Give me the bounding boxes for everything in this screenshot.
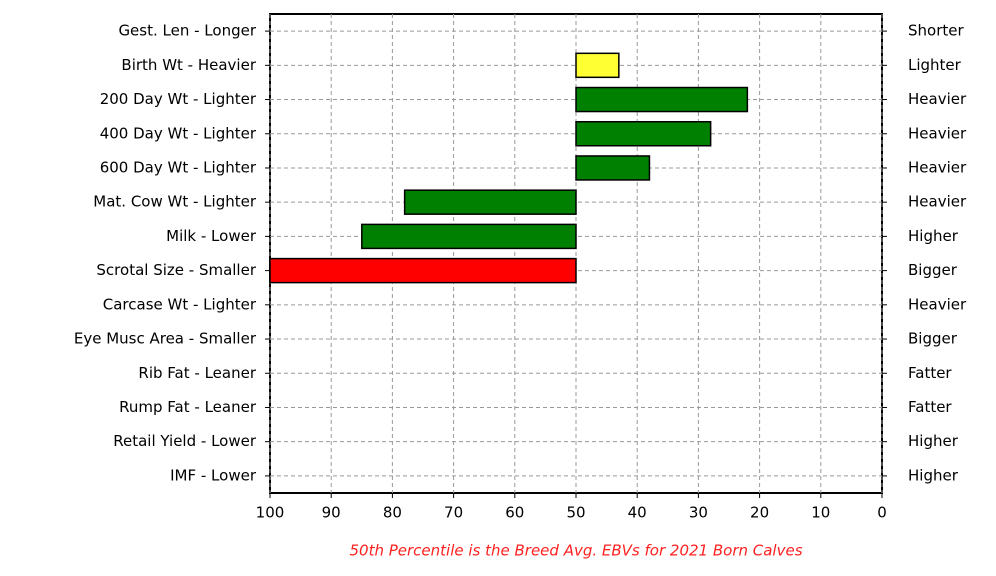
right-label: Shorter	[908, 22, 964, 40]
x-tick-label: 70	[444, 504, 463, 522]
y-tick-label: IMF - Lower	[170, 466, 257, 484]
x-tick-label: 80	[383, 504, 402, 522]
bar	[575, 155, 651, 181]
right-label: Bigger	[908, 330, 958, 348]
right-label: Heavier	[908, 90, 967, 108]
right-label: Fatter	[908, 398, 952, 416]
x-tick-label: 0	[877, 504, 887, 522]
right-label: Heavier	[908, 158, 967, 176]
y-tick-label: Birth Wt - Heavier	[121, 56, 256, 74]
right-label: Fatter	[908, 364, 952, 382]
y-tick-label: Scrotal Size - Smaller	[96, 261, 256, 279]
y-tick-label: Carcase Wt - Lighter	[103, 295, 257, 313]
right-label: Heavier	[908, 124, 967, 142]
x-tick-label: 90	[322, 504, 341, 522]
y-tick-label: Mat. Cow Wt - Lighter	[93, 193, 257, 211]
y-tick-label: 400 Day Wt - Lighter	[100, 124, 257, 142]
x-tick-label: 40	[628, 504, 647, 522]
x-tick-label: 50	[566, 504, 585, 522]
y-tick-label: Milk - Lower	[166, 227, 257, 245]
bar	[575, 52, 620, 79]
bar	[269, 257, 577, 284]
y-tick-label: Rib Fat - Leaner	[138, 364, 256, 382]
bar	[575, 121, 712, 147]
x-tick-label: 100	[256, 504, 285, 522]
x-tick-label: 10	[811, 504, 830, 522]
y-tick-label: 600 Day Wt - Lighter	[100, 158, 257, 176]
right-label: Higher	[908, 466, 959, 484]
y-tick-label: Rump Fat - Leaner	[119, 398, 257, 416]
x-tick-label: 20	[750, 504, 769, 522]
right-label: Lighter	[908, 56, 962, 74]
bar	[403, 189, 577, 215]
caption: 50th Percentile is the Breed Avg. EBVs f…	[349, 542, 802, 560]
right-label: Bigger	[908, 261, 958, 279]
x-tick-label: 60	[505, 504, 524, 522]
y-tick-label: 200 Day Wt - Lighter	[100, 90, 257, 108]
right-label: Heavier	[908, 295, 967, 313]
x-tick-label: 30	[689, 504, 708, 522]
right-label: Higher	[908, 432, 959, 450]
y-tick-label: Gest. Len - Longer	[118, 22, 256, 40]
y-tick-label: Retail Yield - Lower	[113, 432, 257, 450]
right-label: Higher	[908, 227, 959, 245]
y-tick-label: Eye Musc Area - Smaller	[74, 330, 257, 348]
right-label: Heavier	[908, 193, 967, 211]
bar	[361, 223, 577, 250]
bar	[575, 86, 749, 113]
